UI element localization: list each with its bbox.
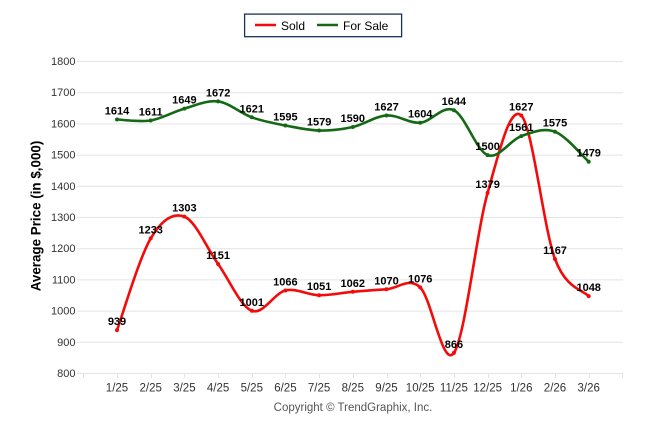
svg-text:3/25: 3/25	[173, 383, 195, 395]
svg-text:1/26: 1/26	[510, 383, 532, 395]
svg-text:Sold: Sold	[281, 19, 305, 33]
svg-text:1614: 1614	[105, 106, 130, 118]
svg-text:1100: 1100	[52, 274, 76, 286]
svg-text:10/25: 10/25	[406, 383, 435, 395]
svg-text:1233: 1233	[138, 224, 162, 236]
svg-text:6/25: 6/25	[274, 383, 296, 395]
svg-text:2/25: 2/25	[140, 383, 162, 395]
svg-text:1001: 1001	[240, 297, 264, 309]
svg-text:11/25: 11/25	[440, 383, 468, 395]
svg-text:1066: 1066	[273, 277, 297, 289]
svg-text:1604: 1604	[408, 109, 433, 121]
svg-text:9/25: 9/25	[375, 383, 397, 395]
svg-text:1500: 1500	[475, 141, 499, 153]
svg-text:1048: 1048	[576, 282, 600, 294]
svg-text:1621: 1621	[240, 103, 264, 115]
svg-text:866: 866	[445, 339, 463, 351]
svg-text:12/25: 12/25	[473, 383, 502, 395]
svg-text:5/25: 5/25	[241, 383, 263, 395]
svg-text:1070: 1070	[374, 275, 398, 287]
svg-text:1611: 1611	[139, 107, 163, 119]
svg-text:800: 800	[57, 368, 75, 380]
svg-text:7/25: 7/25	[308, 383, 330, 395]
svg-text:1303: 1303	[172, 203, 196, 215]
svg-text:1600: 1600	[51, 118, 75, 130]
svg-text:1500: 1500	[51, 150, 75, 162]
svg-text:1800: 1800	[51, 56, 75, 68]
svg-text:8/25: 8/25	[342, 383, 364, 395]
svg-text:1000: 1000	[51, 306, 75, 318]
svg-text:900: 900	[57, 337, 75, 349]
svg-text:1300: 1300	[51, 212, 75, 224]
svg-text:1151: 1151	[206, 250, 230, 262]
svg-text:1051: 1051	[307, 281, 331, 293]
svg-text:1590: 1590	[341, 113, 365, 125]
svg-text:1167: 1167	[543, 245, 567, 257]
svg-text:1595: 1595	[273, 112, 297, 124]
svg-text:1672: 1672	[206, 87, 230, 99]
svg-text:1700: 1700	[51, 87, 75, 99]
svg-text:4/25: 4/25	[207, 383, 229, 395]
svg-text:1561: 1561	[509, 122, 533, 134]
svg-text:1644: 1644	[442, 96, 467, 108]
svg-text:939: 939	[108, 316, 126, 328]
svg-text:1579: 1579	[307, 117, 331, 129]
svg-text:1076: 1076	[408, 273, 432, 285]
svg-text:1/25: 1/25	[106, 383, 128, 395]
svg-text:1479: 1479	[576, 148, 600, 160]
svg-text:3/26: 3/26	[578, 383, 600, 395]
svg-text:1575: 1575	[543, 118, 567, 130]
svg-text:Average Price (in $,000): Average Price (in $,000)	[29, 141, 44, 292]
svg-text:1200: 1200	[51, 243, 75, 255]
svg-text:For Sale: For Sale	[343, 19, 389, 33]
svg-text:2/26: 2/26	[544, 383, 566, 395]
svg-text:1400: 1400	[51, 181, 75, 193]
svg-text:1627: 1627	[374, 102, 398, 114]
svg-text:1379: 1379	[475, 179, 499, 191]
svg-text:Copyright © TrendGraphix, Inc.: Copyright © TrendGraphix, Inc.	[274, 402, 433, 414]
svg-text:1627: 1627	[509, 102, 533, 114]
svg-text:1649: 1649	[172, 95, 196, 107]
svg-text:1062: 1062	[341, 278, 365, 290]
